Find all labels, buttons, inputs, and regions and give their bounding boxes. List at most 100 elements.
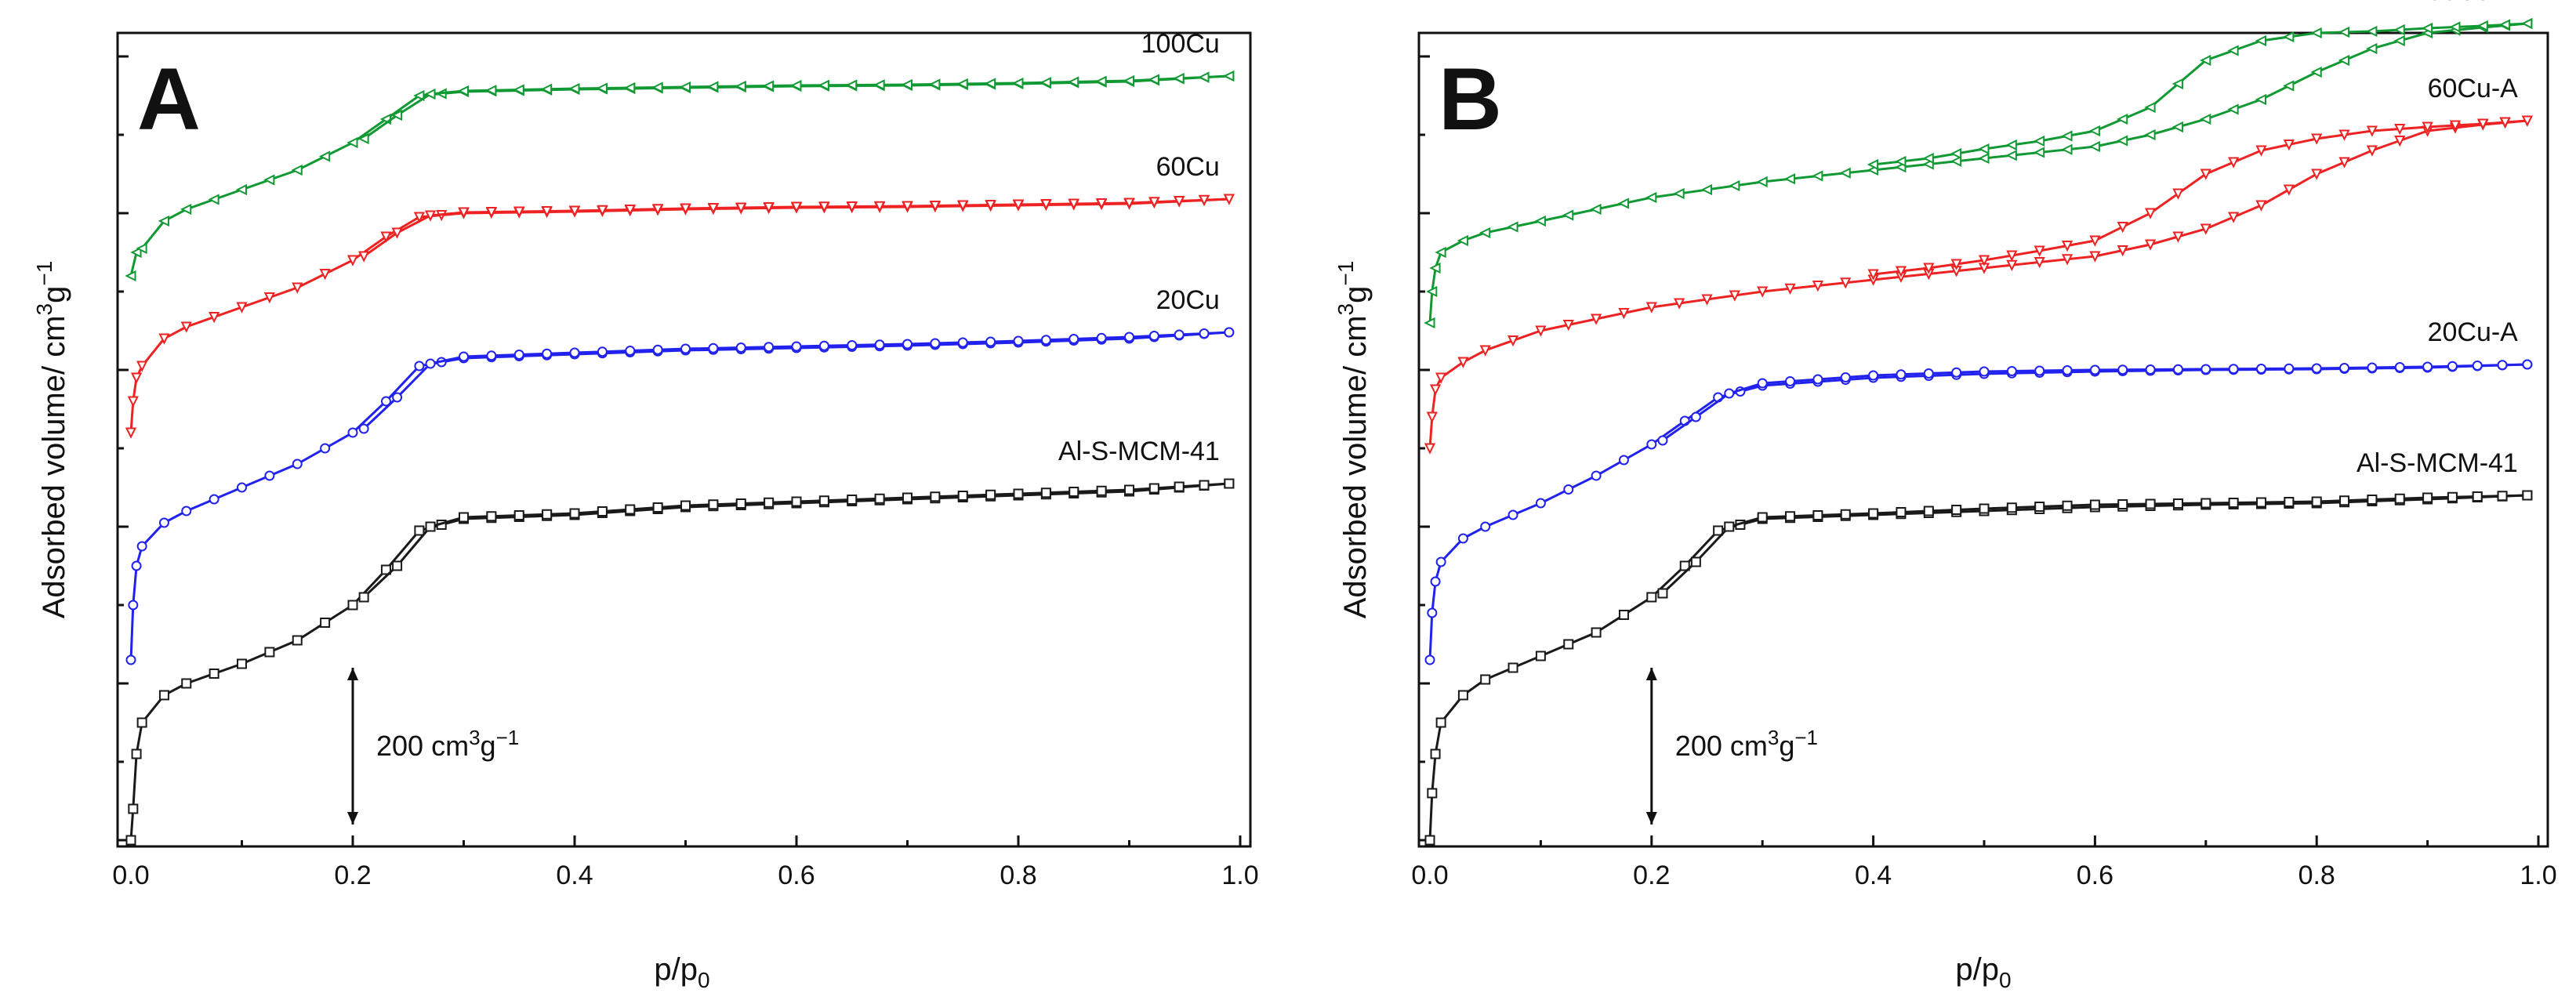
desorption-point (1978, 143, 1990, 155)
adsorption-point (1535, 325, 1547, 337)
adsorption-point (318, 150, 331, 162)
series-label: 20Cu (1156, 285, 1220, 315)
adsorption-point (1563, 639, 1574, 650)
adsorption-line (1428, 22, 2528, 324)
desorption-point (735, 202, 747, 214)
desorption-point (425, 358, 436, 369)
adsorption-point (181, 678, 192, 689)
adsorption-point (2366, 42, 2378, 55)
adsorption-point (1457, 533, 1468, 544)
desorption-point (790, 201, 803, 213)
desorption-point (485, 207, 497, 219)
desorption-point (2061, 241, 2073, 252)
series-al-s-mcm-41: Al-S-MCM-41 (1424, 448, 2533, 846)
desorption-point (1199, 328, 1210, 339)
desorption-point (1174, 196, 1185, 208)
adsorption-point (1535, 498, 1546, 509)
series-20cu: 20Cu (125, 285, 1235, 665)
desorption-point (735, 498, 746, 509)
adsorption-point (1534, 215, 1546, 227)
adsorption-point (1435, 717, 1446, 728)
desorption-point (874, 339, 885, 350)
scale-bar-label: 200 cm3g−1 (376, 726, 519, 762)
desorption-point (929, 78, 941, 90)
adsorption-point (264, 647, 275, 658)
scale-bar-arrow-down (347, 812, 358, 824)
adsorption-point (209, 494, 220, 505)
desorption-point (2367, 495, 2378, 505)
desorption-point (735, 80, 746, 92)
desorption-point (707, 203, 719, 215)
desorption-point (2172, 188, 2184, 200)
desorption-point (2227, 45, 2239, 56)
desorption-point (680, 343, 691, 354)
desorption-point (569, 347, 580, 358)
desorption-point (1123, 198, 1135, 209)
adsorption-point (1435, 556, 1446, 567)
adsorption-point (2338, 54, 2350, 67)
adsorption-point (2061, 143, 2073, 155)
x-axis: 0.0 0.2 0.4 0.6 0.8 1.0 (112, 835, 1259, 890)
desorption-point (2061, 130, 2073, 142)
desorption-point (1950, 147, 1962, 160)
desorption-point (1923, 368, 1934, 379)
desorption-point (391, 227, 403, 239)
desorption-point (1148, 197, 1160, 208)
desorption-point (2472, 361, 2483, 371)
adsorption-point (2034, 257, 2045, 269)
adsorption-point (263, 174, 275, 186)
desorption-point (568, 205, 581, 217)
desorption-point (2447, 491, 2458, 502)
adsorption-point (1430, 576, 1441, 587)
desorption-point (902, 492, 912, 503)
desorption-point (597, 346, 608, 357)
desorption-point (1922, 152, 1934, 165)
desorption-point (1724, 521, 1735, 532)
desorption-point (1096, 485, 1107, 496)
desorption-point (2228, 157, 2240, 169)
adsorption-point (2088, 140, 2100, 153)
adsorption-point (1424, 443, 1436, 455)
x-tick-label: 0.4 (1855, 861, 1892, 890)
desorption-point (2200, 364, 2211, 375)
desorption-point (2006, 250, 2018, 262)
y-axis-title: Adsorbed volume/ cm3g−1 (32, 261, 71, 619)
desorption-point (2200, 169, 2211, 180)
adsorption-point (158, 517, 169, 528)
adsorption-point (2117, 135, 2128, 147)
desorption-point (2117, 364, 2128, 375)
desorption-point (2498, 19, 2511, 31)
desorption-point (2033, 135, 2045, 147)
desorption-point (818, 79, 829, 91)
adsorption-point (1562, 320, 1574, 332)
desorption-point (956, 78, 968, 90)
adsorption-point (1429, 384, 1442, 396)
adsorption-point (208, 194, 220, 205)
adsorption-point (128, 803, 139, 814)
adsorption-point (347, 600, 358, 611)
desorption-point (1867, 158, 1879, 171)
desorption-point (2311, 363, 2322, 374)
desorption-point (425, 521, 436, 532)
adsorption-point (1978, 152, 1990, 165)
desorption-point (1951, 505, 1962, 515)
desorption-point (1951, 367, 1962, 378)
adsorption-line (129, 482, 1229, 841)
desorption-point (1123, 74, 1134, 87)
series-60cu: 60Cu (125, 152, 1235, 439)
desorption-point (873, 79, 885, 91)
desorption-point (2497, 360, 2508, 371)
desorption-point (1148, 331, 1159, 341)
desorption-point (1012, 77, 1024, 89)
desorption-point (2256, 364, 2266, 374)
adsorption-point (2005, 150, 2017, 161)
adsorption-point (413, 212, 426, 223)
adsorption-point (136, 541, 147, 552)
desorption-point (930, 338, 941, 349)
desorption-point (1896, 369, 1907, 380)
desorption-point (1013, 488, 1024, 499)
desorption-point (707, 81, 719, 92)
desorption-point (2521, 115, 2533, 127)
x-tick-label: 0.6 (778, 861, 815, 890)
adsorption-point (130, 246, 142, 259)
